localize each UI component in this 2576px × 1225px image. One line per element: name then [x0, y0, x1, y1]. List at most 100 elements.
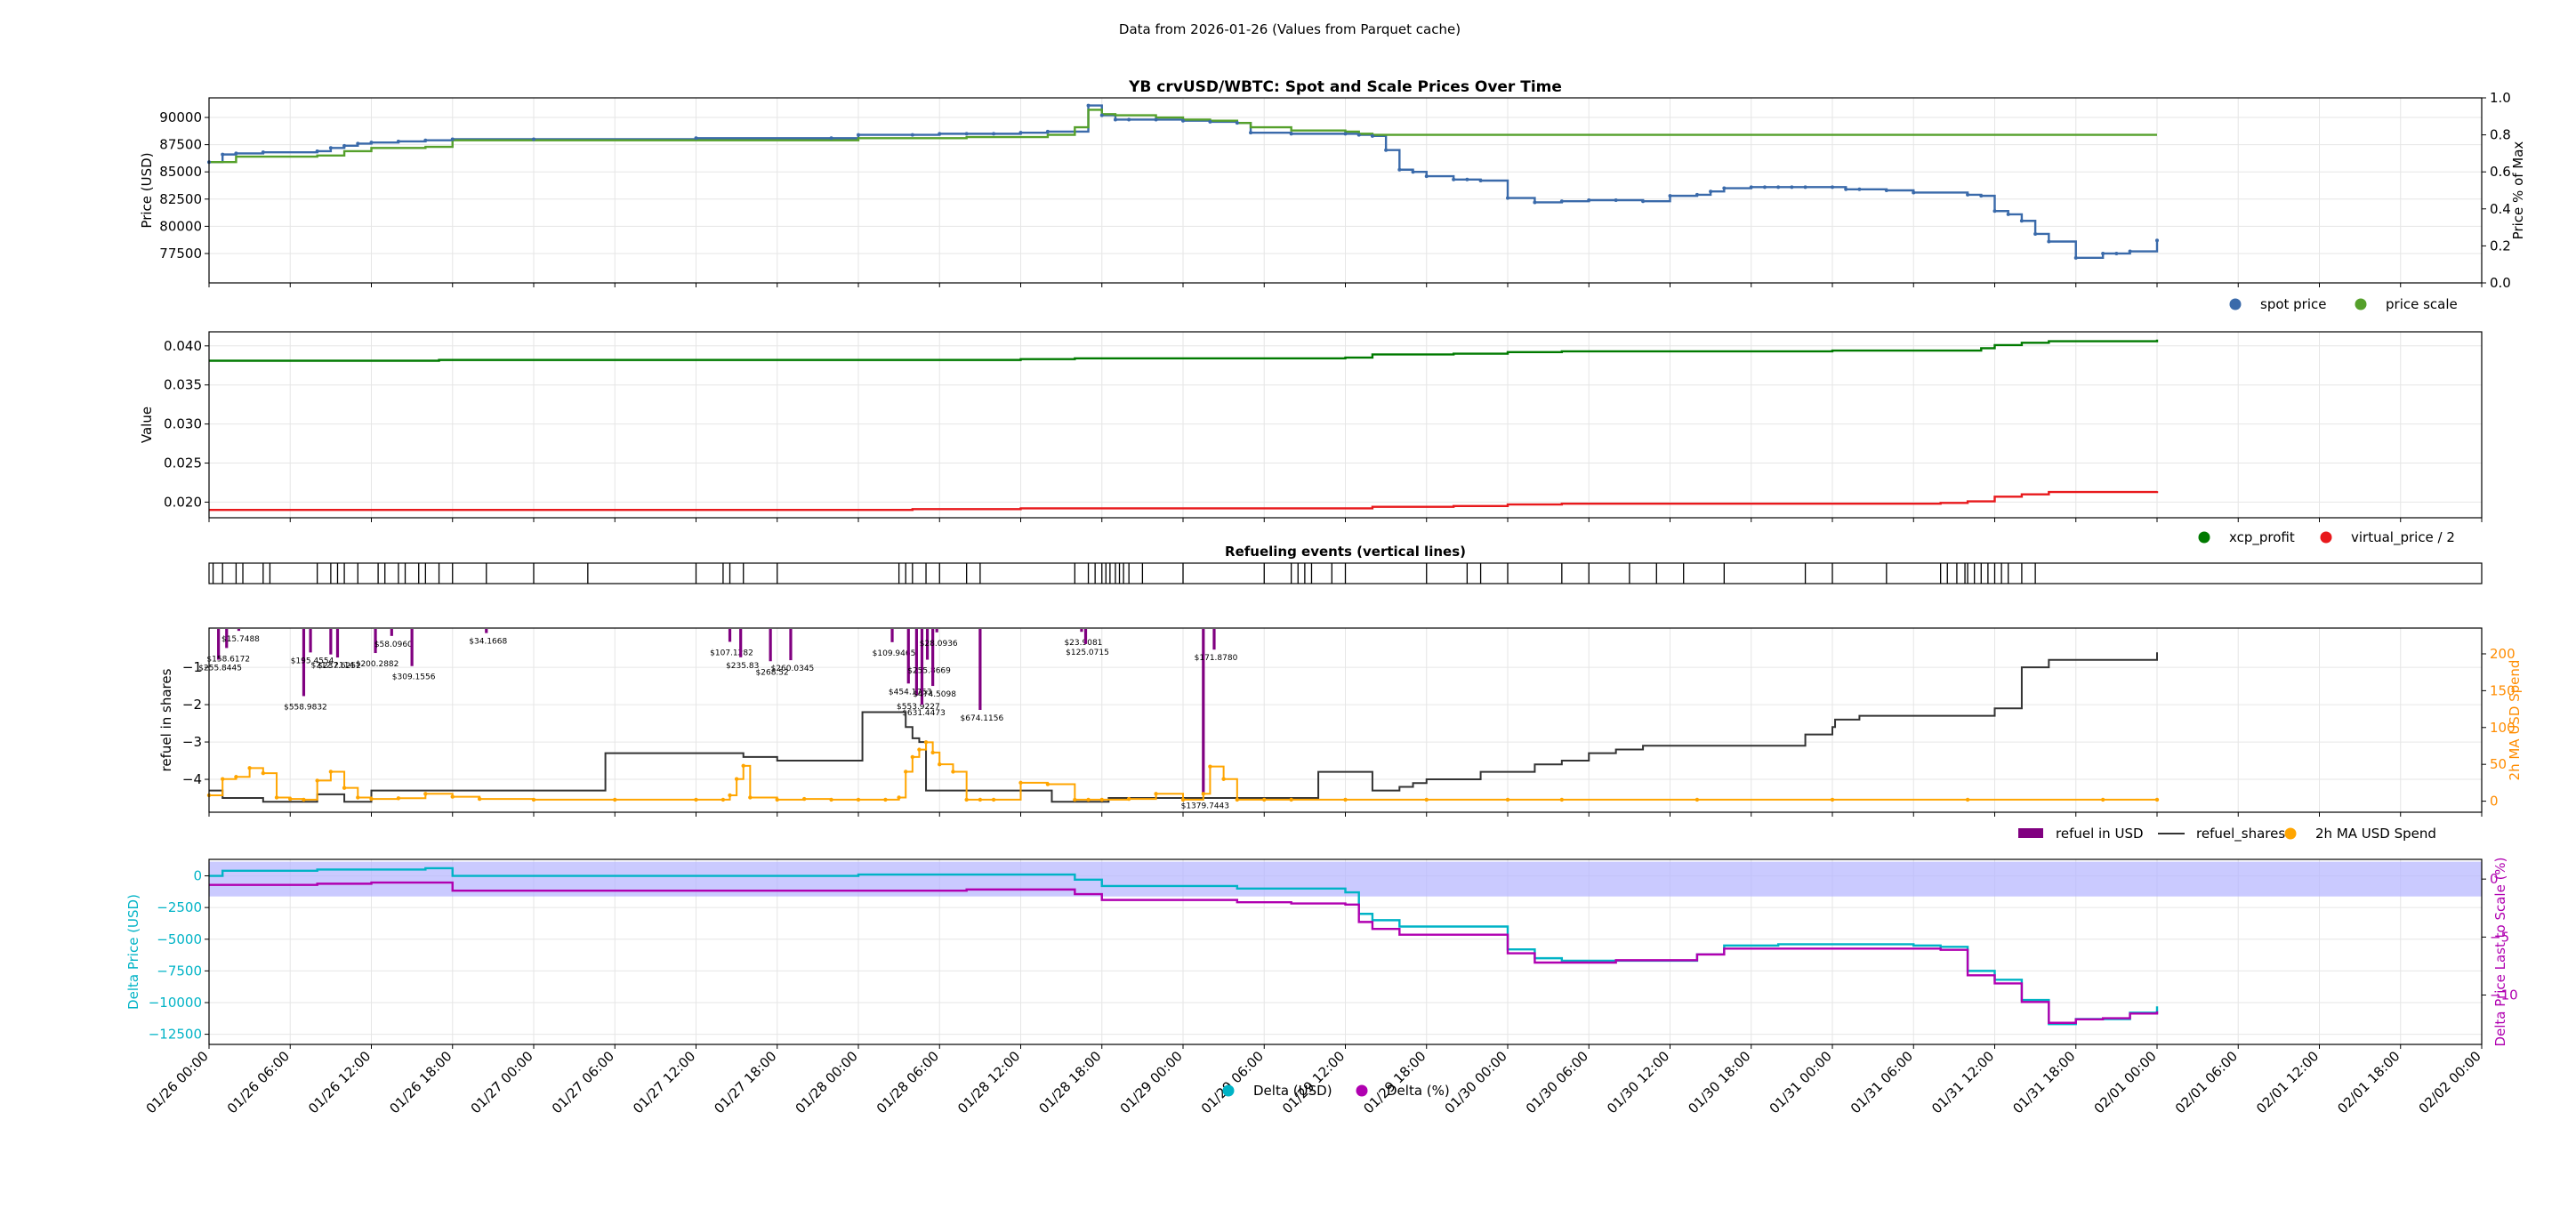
refuel-usd-bar-label: $309.1556	[392, 673, 436, 682]
refuel-usd-bar	[225, 629, 229, 649]
x-tick-label: 01/28 18:00	[1035, 1048, 1104, 1116]
usd-spend-ma-line	[209, 741, 2157, 801]
y2-tick-label: 1.0	[2490, 90, 2511, 106]
spot-price-point	[2019, 219, 2024, 223]
x-tick-label: 01/31 18:00	[2009, 1048, 2078, 1116]
spot-price-point	[1208, 119, 1212, 124]
usd-spend-ma-legend-swatch	[2284, 827, 2297, 840]
prices-ylabel: Price (USD)	[139, 152, 155, 228]
refuel-y2label: 2h MA USD Spend	[2507, 660, 2523, 781]
refuel-usd-bar-label: $674.1156	[961, 714, 1004, 723]
spot-price-point	[1086, 103, 1091, 108]
spot-price-point	[532, 137, 535, 141]
spot-price-point	[356, 141, 360, 146]
y2-tick-label: 0.6	[2490, 164, 2511, 180]
delta-usd-line	[209, 866, 2159, 1026]
delta-pct-line	[209, 881, 2159, 1024]
spot-price-point	[1249, 131, 1253, 135]
refuel-usd-bar-label: $237.6252	[318, 662, 361, 671]
x-tick-label: 02/01 12:00	[2253, 1048, 2322, 1116]
x-tick-label: 01/31 12:00	[1928, 1048, 1997, 1116]
x-tick-label: 01/26 12:00	[305, 1048, 374, 1116]
y-tick-label: 0.025	[164, 455, 202, 471]
refuel-usd-bar	[302, 629, 306, 697]
refuel-usd-bar	[728, 629, 732, 642]
refuel-usd-bar	[1080, 629, 1083, 633]
refuel-usd-bar	[906, 629, 910, 684]
legend-label: xcp_profit	[2229, 529, 2295, 546]
y-tick-label: 0.030	[164, 416, 202, 432]
spot-price-point	[315, 149, 319, 153]
spot-price-point	[1356, 133, 1361, 137]
spot-price-point	[1668, 194, 1672, 198]
x-tick-label: 01/26 06:00	[224, 1048, 293, 1116]
spot-price-point	[2155, 238, 2159, 243]
spot-price-point	[1790, 185, 1794, 189]
spot-price-point	[964, 132, 969, 136]
spot-price-point	[2073, 255, 2078, 260]
grid-lines	[208, 628, 2483, 812]
spot-price-point	[1749, 185, 1753, 189]
y2-tick-label: 0.2	[2490, 238, 2511, 254]
xcp-profit-legend-swatch	[2198, 531, 2210, 544]
y-tick-label: −3	[182, 734, 202, 750]
spot-price-point	[369, 141, 374, 145]
spot-price-point	[1289, 132, 1293, 136]
spot-price-point	[857, 133, 860, 137]
spot-price-point	[1478, 178, 1483, 182]
spot-price-point	[1884, 189, 1888, 192]
legend-label: price scale	[2386, 296, 2458, 312]
spot-price-point	[1857, 187, 1862, 191]
spot-price-point	[2033, 231, 2038, 236]
spot-price-point	[1397, 167, 1402, 172]
refuel-usd-bar-label: $125.0715	[1066, 649, 1109, 657]
grid-lines	[208, 332, 2483, 518]
y2-tick-label: 0.0	[2490, 275, 2511, 291]
x-tick-label: 01/27 12:00	[630, 1048, 698, 1116]
refuel-usd-bar	[329, 629, 333, 655]
y2-tick-label: 100	[2490, 720, 2516, 736]
spot-price-point	[1992, 209, 1997, 214]
refuel-usd-bar	[978, 629, 982, 711]
spot-price-point	[423, 138, 428, 142]
refuel-usd-bar	[925, 629, 930, 660]
spot-price-point	[261, 150, 265, 155]
legend-label: 2h MA USD Spend	[2315, 826, 2436, 842]
refuel-usd-bar	[935, 629, 938, 633]
spot-price-point	[1045, 129, 1050, 133]
x-tick-label: 01/30 12:00	[1604, 1048, 1672, 1116]
legend-label: virtual_price / 2	[2351, 529, 2455, 546]
refuel-usd-bar-label: $268.52	[756, 668, 789, 677]
spot-price-point	[1384, 148, 1389, 152]
spot-price-point	[1966, 192, 1970, 197]
spot-price-point	[938, 132, 942, 136]
refuel-usd-bar-label: $23.9081	[1064, 639, 1102, 648]
spot-price-point	[1533, 200, 1537, 205]
spot-price-point	[1831, 185, 1834, 189]
spot-price-point	[342, 143, 347, 148]
y-tick-label: 0.035	[164, 377, 202, 393]
x-tick-label: 01/28 00:00	[793, 1048, 861, 1116]
prices-title: YB crvUSD/WBTC: Spot and Scale Prices Ov…	[1128, 78, 1562, 96]
refuel-usd-bar-label: $34.1668	[469, 638, 507, 647]
spot-price-point	[1641, 199, 1646, 204]
spot-price-point	[1844, 187, 1848, 191]
y-tick-label: 87500	[159, 137, 202, 153]
value-ylabel: Value	[139, 407, 155, 443]
virtual-price-half-line	[209, 490, 2159, 512]
spot-price-point	[1587, 198, 1591, 203]
y-tick-label: −7500	[157, 963, 202, 979]
refuel-usd-bar	[485, 629, 488, 633]
refuel-usd-bar	[914, 629, 918, 696]
refuel-usd-bar-label: $235.83	[726, 662, 759, 671]
legend-label: Delta (%)	[1387, 1083, 1450, 1099]
refuel-usd-bar-label: $260.0345	[771, 665, 815, 673]
spot-price-point	[1465, 177, 1469, 181]
refuel-usd-bar	[931, 629, 935, 687]
spot-price-point	[694, 136, 698, 141]
y-tick-label: 0.020	[164, 494, 202, 510]
x-tick-label: 02/02 00:00	[2416, 1048, 2484, 1116]
legend-label: spot price	[2260, 296, 2327, 312]
spot-price-points	[207, 103, 2159, 260]
